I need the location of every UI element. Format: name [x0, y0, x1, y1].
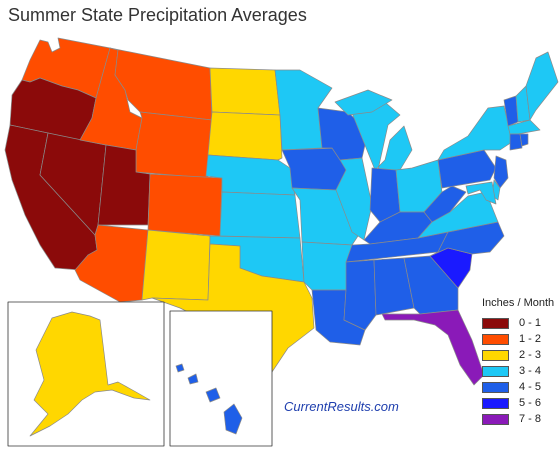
legend-row: 0 - 1 — [482, 315, 554, 331]
legend: Inches / Month 0 - 1 1 - 2 2 - 3 3 - 4 4… — [482, 297, 554, 427]
legend-swatch — [482, 381, 509, 393]
legend-label: 5 - 6 — [519, 397, 542, 409]
hi-island-kauai[interactable] — [175, 363, 185, 373]
state-al[interactable] — [373, 257, 415, 316]
legend-row: 7 - 8 — [482, 411, 554, 427]
state-mi-up[interactable] — [334, 89, 393, 116]
legend-label: 7 - 8 — [519, 413, 542, 425]
state-hi[interactable] — [223, 403, 243, 435]
legend-swatch — [482, 365, 509, 377]
state-me[interactable] — [525, 51, 559, 121]
attribution-link[interactable]: CurrentResults.com — [284, 399, 399, 414]
legend-row: 5 - 6 — [482, 395, 554, 411]
hi-island-oahu[interactable] — [187, 373, 199, 385]
state-sd[interactable] — [207, 111, 283, 161]
legend-label: 2 - 3 — [519, 349, 542, 361]
hi-island-maui[interactable] — [205, 387, 221, 403]
state-nd[interactable] — [209, 67, 281, 116]
legend-swatch — [482, 349, 509, 361]
state-co[interactable] — [147, 173, 223, 237]
state-nm[interactable] — [141, 229, 211, 301]
legend-row: 3 - 4 — [482, 363, 554, 379]
legend-label: 3 - 4 — [519, 365, 542, 377]
legend-row: 2 - 3 — [482, 347, 554, 363]
state-ar[interactable] — [301, 241, 353, 291]
legend-label: 4 - 5 — [519, 381, 542, 393]
legend-title: Inches / Month — [482, 297, 555, 309]
map-title: Summer State Precipitation Averages — [8, 5, 307, 25]
state-ks[interactable] — [219, 191, 301, 239]
state-md[interactable] — [465, 181, 497, 205]
state-ct[interactable] — [509, 133, 523, 151]
legend-swatch — [482, 397, 509, 409]
legend-swatch — [482, 333, 509, 345]
state-nj[interactable] — [493, 155, 509, 189]
state-fl[interactable] — [381, 309, 485, 386]
state-ak[interactable] — [29, 311, 151, 437]
state-ri[interactable] — [519, 133, 529, 147]
state-ms[interactable] — [343, 259, 377, 331]
legend-swatch — [482, 317, 509, 329]
state-wy[interactable] — [135, 111, 213, 179]
hawaii-inset-frame — [169, 310, 273, 447]
state-va[interactable] — [417, 191, 499, 239]
legend-row: 4 - 5 — [482, 379, 554, 395]
state-ny[interactable] — [437, 105, 513, 161]
legend-row: 1 - 2 — [482, 331, 554, 347]
legend-label: 1 - 2 — [519, 333, 542, 345]
state-wv[interactable] — [423, 185, 467, 223]
legend-label: 0 - 1 — [519, 317, 542, 329]
state-ma[interactable] — [507, 119, 541, 135]
legend-swatch — [482, 413, 509, 425]
state-mi[interactable] — [349, 97, 413, 171]
state-il[interactable] — [335, 157, 373, 241]
